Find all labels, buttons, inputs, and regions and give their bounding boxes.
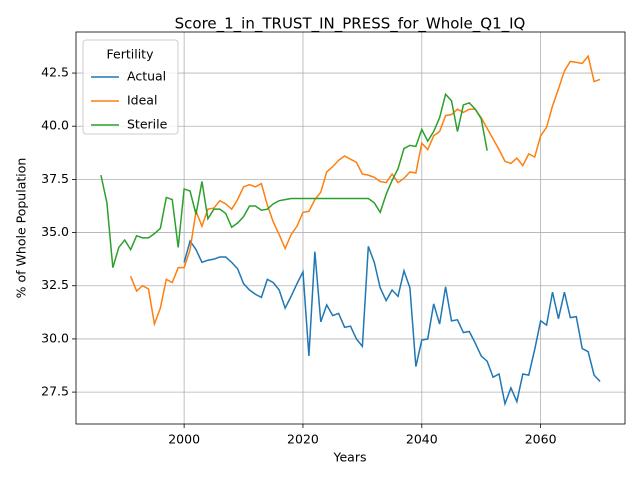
legend-label: Sterile <box>127 117 168 132</box>
legend-box <box>82 39 179 135</box>
y-axis-label: % of Whole Population <box>14 158 29 299</box>
plot-frame <box>75 31 626 425</box>
chart-title: Score_1_in_TRUST_IN_PRESS_for_Whole_Q1_I… <box>175 15 526 34</box>
x-axis-label: Years <box>333 450 367 465</box>
x-tick-label: 2000 <box>168 432 200 447</box>
legend-label: Actual <box>127 69 166 84</box>
data-line <box>183 239 601 407</box>
y-tick-label: 37.5 <box>41 171 69 186</box>
legend-title: Fertility <box>107 47 155 62</box>
x-tick-label: 2020 <box>287 432 319 447</box>
y-tick-label: 32.5 <box>41 277 69 292</box>
y-tick-label: 40.0 <box>41 118 69 133</box>
x-tick-label: 2060 <box>525 432 557 447</box>
y-tick-label: 35.0 <box>41 224 69 239</box>
y-tick-label: 27.5 <box>41 384 69 399</box>
legend-label: Ideal <box>127 93 157 108</box>
y-tick-label: 30.0 <box>41 330 69 345</box>
y-tick-label: 42.5 <box>41 65 69 80</box>
x-tick-label: 2040 <box>406 432 438 447</box>
data-line <box>129 54 601 327</box>
data-line <box>100 92 488 268</box>
